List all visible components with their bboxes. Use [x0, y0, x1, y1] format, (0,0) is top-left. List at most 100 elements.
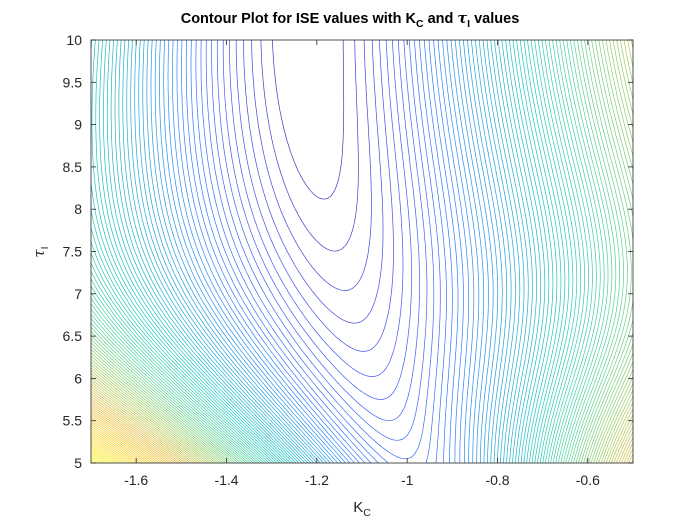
contour-level-line	[172, 40, 475, 463]
contour-level-line	[122, 40, 529, 463]
y-tick-label: 7	[74, 286, 82, 302]
contour-level-line	[91, 40, 574, 463]
contour-level-line	[91, 391, 633, 463]
contour-level-line	[272, 40, 345, 200]
contour-level-line	[91, 40, 633, 463]
contour-level-line	[91, 393, 633, 463]
contour-level-line	[106, 40, 546, 463]
title-part-5: I	[467, 18, 470, 30]
contour-level-line	[91, 40, 633, 463]
contour-level-line	[181, 40, 464, 463]
y-tick-label: 8.5	[63, 159, 83, 175]
contour-level-line	[91, 429, 142, 463]
contour-level-line	[159, 40, 489, 463]
contour-level-line	[91, 40, 566, 463]
contour-level-line	[260, 40, 359, 252]
contour-level-line	[91, 402, 176, 463]
contour-level-line	[95, 40, 558, 463]
contour-level-line	[154, 40, 494, 463]
contour-level-line	[91, 421, 152, 463]
contour-level-line	[91, 409, 168, 463]
contour-level-line	[251, 40, 372, 291]
y-tick-label: 9	[74, 117, 82, 133]
contour-level-line	[91, 443, 123, 463]
y-axis-label-sub: I	[39, 246, 51, 249]
y-tick-label: 5	[74, 455, 82, 471]
contour-level-line	[91, 395, 633, 463]
title-part-6: values	[470, 11, 519, 27]
contour-level-line	[91, 40, 593, 463]
contour-level-line	[91, 40, 633, 463]
y-axis-label-main: τ	[30, 249, 48, 258]
x-axis: -1.6 -1.4 -1.2 -1 -0.8 -0.6	[124, 40, 600, 488]
contour-level-line	[91, 415, 160, 463]
contour-level-line	[91, 40, 585, 463]
y-axis-label: τI	[30, 246, 51, 257]
contour-level-line	[91, 439, 128, 463]
x-axis-label-sub: C	[363, 507, 371, 519]
contour-level-line	[130, 40, 521, 463]
contour-level-line	[91, 40, 624, 463]
contour-level-line	[91, 40, 633, 463]
contour-level-line	[142, 40, 508, 463]
x-tick-label: -0.6	[576, 472, 600, 488]
contour-level-line	[91, 40, 617, 463]
y-axis: 5 5.5 6 6.5 7 7.5 8 8.5 9 9.5 10	[63, 32, 633, 471]
contour-level-line	[91, 413, 163, 463]
y-tick-label: 8	[74, 201, 82, 217]
y-tick-label: 10	[66, 32, 82, 48]
x-axis-label-main: K	[353, 499, 363, 516]
contour-level-line	[91, 407, 171, 463]
contour-level-line	[91, 441, 125, 463]
chart-title: Contour Plot for ISE values with KC and …	[181, 10, 520, 30]
contour-level-line	[91, 378, 633, 463]
contour-level-line	[91, 40, 578, 463]
contour-level-line	[91, 388, 633, 463]
contour-level-line	[91, 457, 100, 463]
y-tick-label: 6	[74, 370, 82, 386]
contour-level-line	[91, 398, 181, 463]
contour-level-line	[91, 40, 633, 463]
contour-level-line	[91, 40, 609, 463]
contour-level-line	[150, 40, 499, 463]
contour-level-line	[99, 40, 554, 463]
contour-level-line	[146, 40, 503, 463]
x-tick-label: -0.8	[485, 472, 509, 488]
contour-level-line	[91, 375, 633, 463]
contour-level-line	[91, 452, 109, 463]
contour-level-line	[91, 40, 633, 463]
x-tick-label: -1.4	[214, 472, 238, 488]
contour-level-line	[91, 386, 633, 463]
y-tick-label: 5.5	[63, 413, 83, 429]
contour-level-line	[91, 40, 589, 463]
contour-level-line	[91, 40, 562, 463]
contour-level-line	[91, 383, 633, 463]
y-tick-label: 6.5	[63, 328, 83, 344]
contour-level-line	[91, 40, 613, 463]
contour-level-line	[91, 40, 633, 463]
x-tick-label: -1.6	[124, 472, 148, 488]
contour-level-line	[243, 40, 384, 324]
contour-level-line	[91, 40, 582, 463]
contour-level-line	[91, 419, 155, 463]
contour-level-line	[91, 381, 633, 463]
contour-level-line	[91, 411, 166, 463]
contour-level-line	[91, 423, 150, 463]
y-tick-label: 9.5	[63, 74, 83, 90]
contour-level-line	[229, 40, 404, 377]
contour-level-line	[163, 40, 485, 463]
contour-level-line	[195, 40, 447, 463]
contour-level-line	[235, 40, 394, 352]
title-part-3: and	[424, 11, 458, 27]
contour-level-line	[91, 40, 601, 463]
contour-level-line	[118, 40, 533, 463]
contour-level-line	[91, 427, 144, 463]
contour-level-line	[91, 400, 178, 463]
contour-level-line	[103, 40, 550, 463]
contour-level-line	[91, 446, 117, 463]
contour-level-line	[91, 40, 621, 463]
contour-level-line	[134, 40, 516, 463]
y-tick-label: 7.5	[63, 244, 83, 260]
title-part-1: Contour Plot for ISE values with K	[181, 11, 417, 27]
